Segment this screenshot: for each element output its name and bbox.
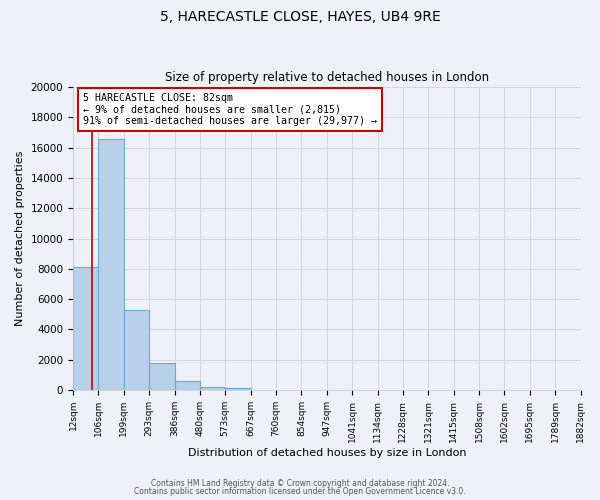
- Bar: [124, 310, 149, 390]
- Text: 5, HARECASTLE CLOSE, HAYES, UB4 9RE: 5, HARECASTLE CLOSE, HAYES, UB4 9RE: [160, 10, 440, 24]
- Bar: [200, 387, 225, 390]
- Text: Contains public sector information licensed under the Open Government Licence v3: Contains public sector information licen…: [134, 487, 466, 496]
- X-axis label: Distribution of detached houses by size in London: Distribution of detached houses by size …: [188, 448, 466, 458]
- Text: 5 HARECASTLE CLOSE: 82sqm
← 9% of detached houses are smaller (2,815)
91% of sem: 5 HARECASTLE CLOSE: 82sqm ← 9% of detach…: [83, 93, 377, 126]
- Bar: [73, 266, 98, 390]
- Y-axis label: Number of detached properties: Number of detached properties: [15, 151, 25, 326]
- Title: Size of property relative to detached houses in London: Size of property relative to detached ho…: [165, 72, 489, 85]
- Bar: [149, 363, 175, 390]
- Text: Contains HM Land Registry data © Crown copyright and database right 2024.: Contains HM Land Registry data © Crown c…: [151, 478, 449, 488]
- Bar: [98, 138, 124, 390]
- Bar: [175, 381, 200, 390]
- Bar: [225, 388, 251, 390]
